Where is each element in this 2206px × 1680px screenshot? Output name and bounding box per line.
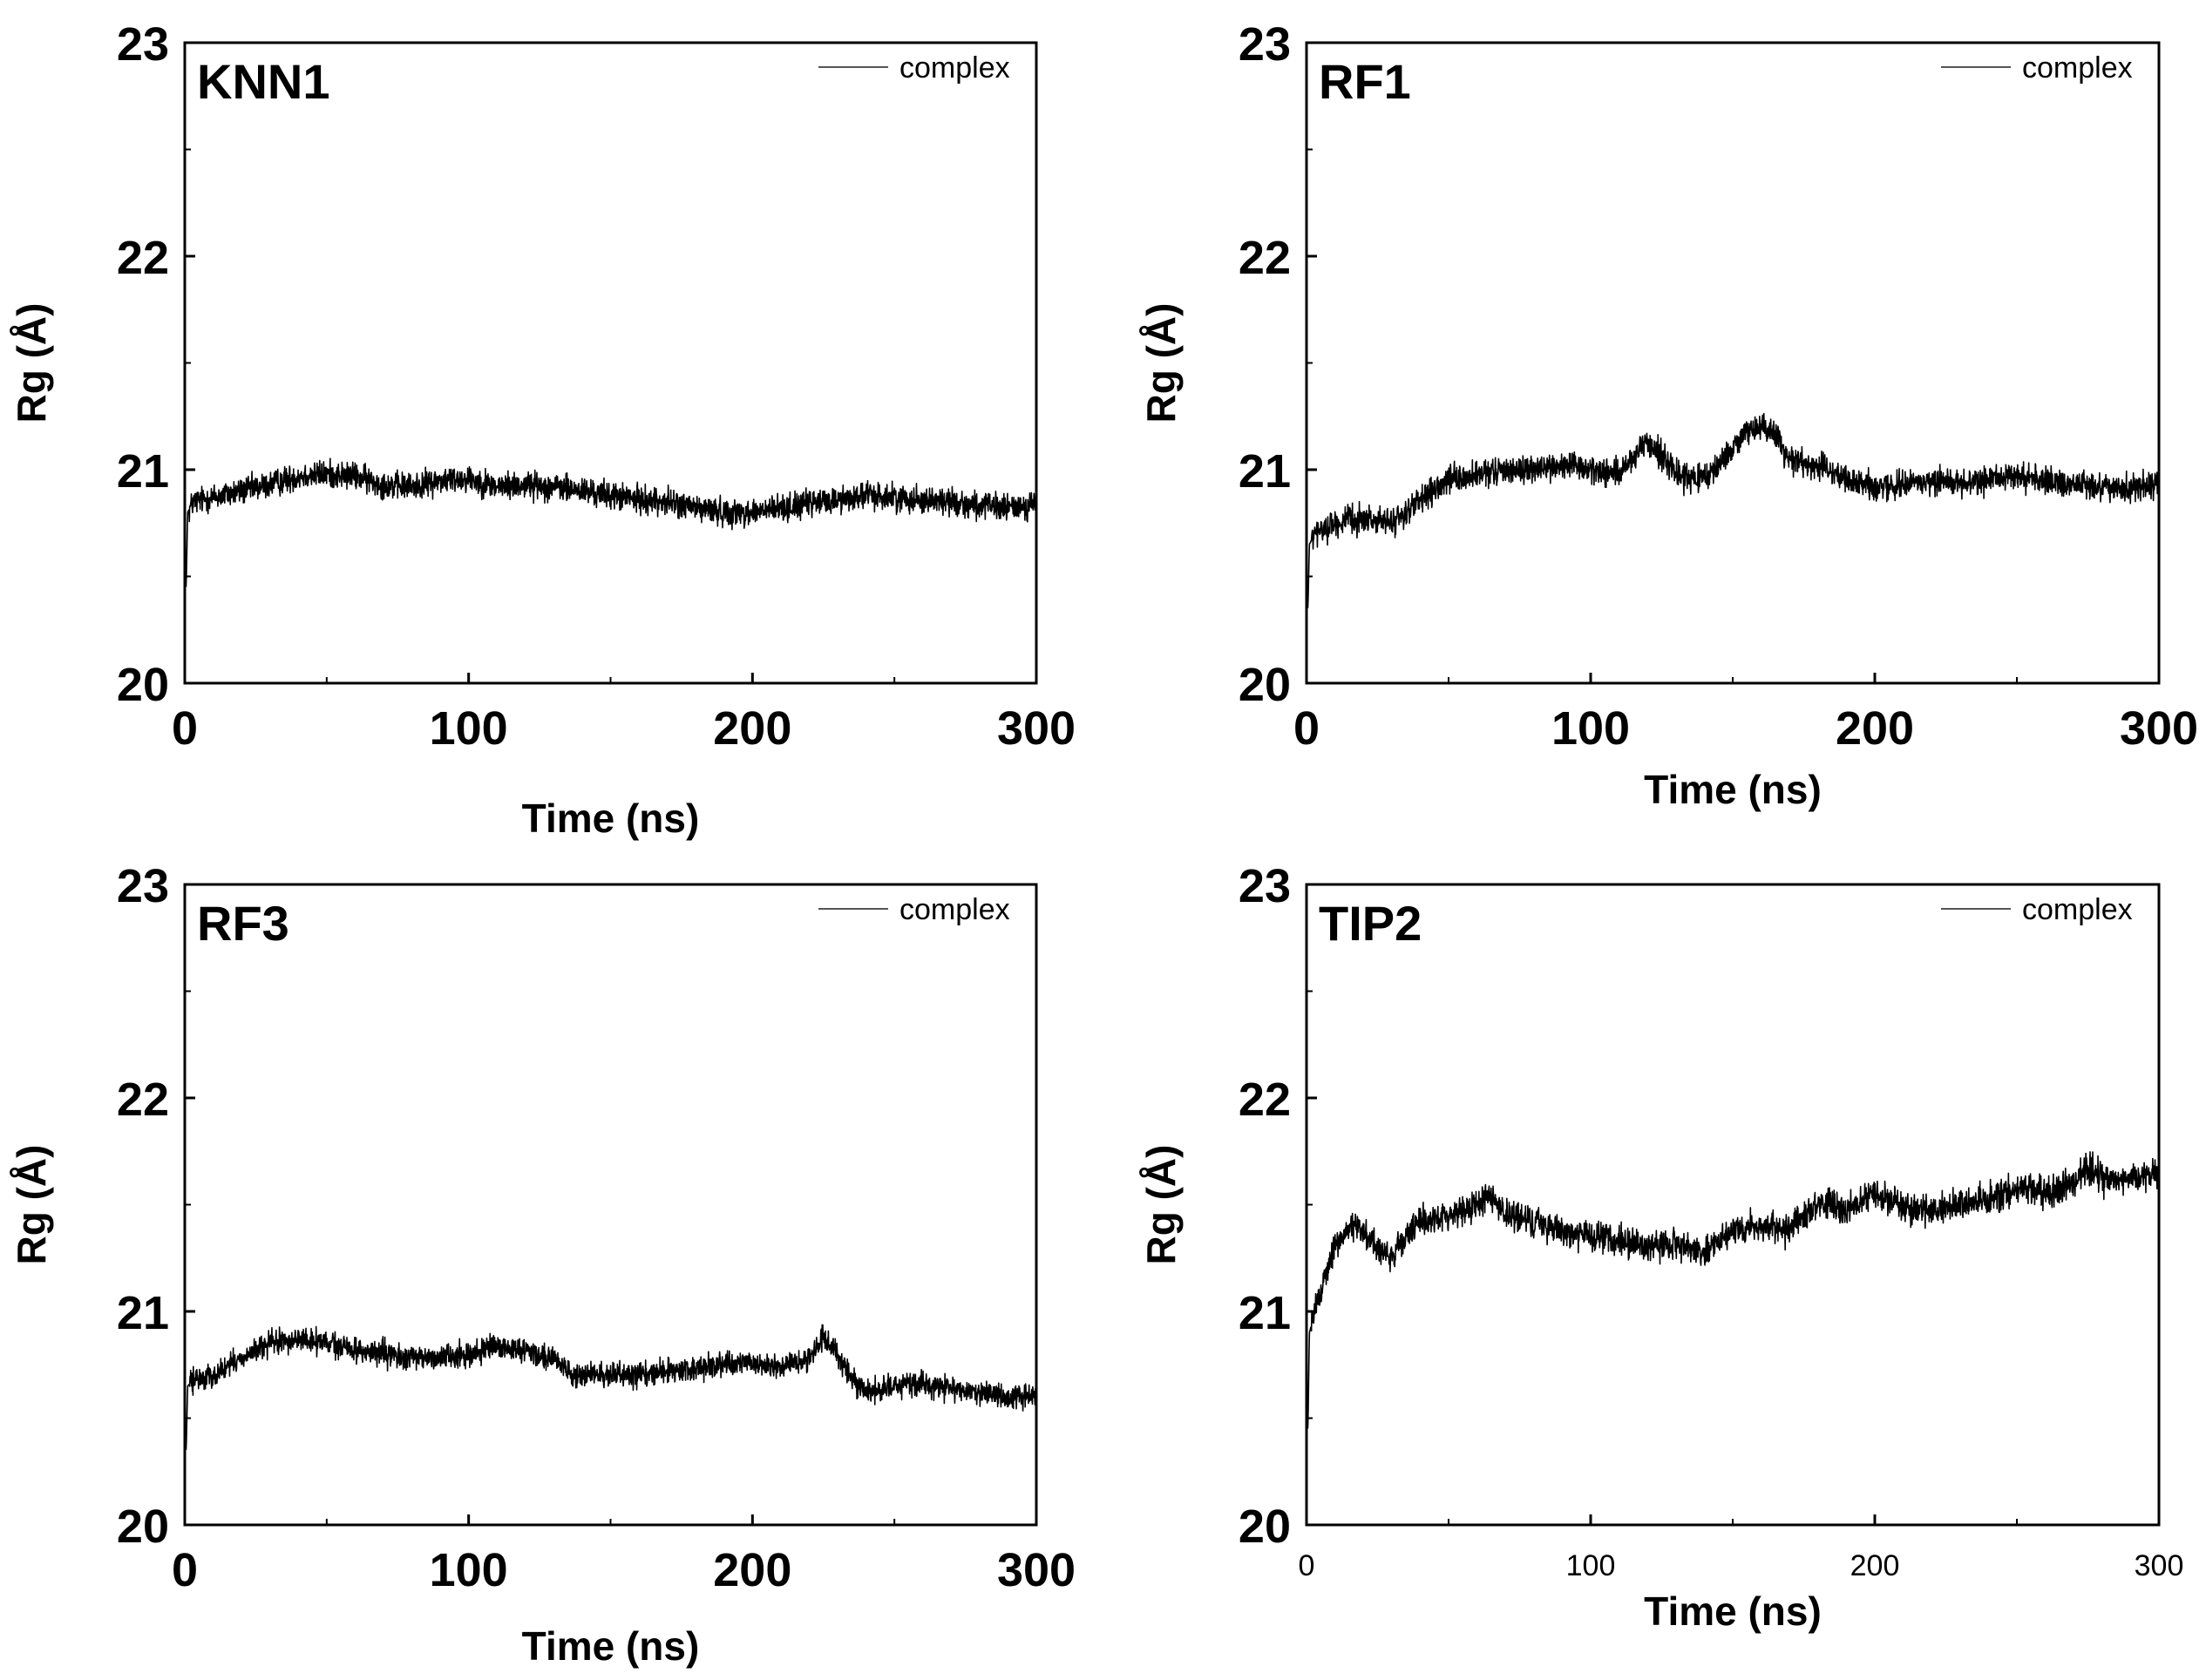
y-axis-title: Rg (Å)	[1138, 1145, 1184, 1265]
y-tick-label: 21	[117, 1287, 169, 1339]
panel-title: RF3	[197, 896, 289, 951]
panel-rf1: 0 100 200 300 20 21 22 23 RF1 complex Time (ns) Rg …	[1138, 18, 2198, 812]
panel-title: RF1	[1319, 54, 1411, 109]
x-axis-title: Time (ns)	[1644, 767, 1822, 812]
y-tick-label: 20	[117, 659, 169, 711]
x-tick-label: 0	[172, 702, 198, 755]
panel-tip2: 0 100 200 300 20 21 22 23 TIP2 complex Time (ns) Rg…	[1138, 860, 2183, 1634]
series-line-complex	[184, 1324, 1037, 1451]
legend-label: complex	[2022, 51, 2133, 85]
x-tick-label: 200	[713, 702, 791, 755]
y-tick-label: 20	[1239, 659, 1291, 711]
x-tick-label: 0	[1293, 702, 1320, 755]
y-axis-title: Rg (Å)	[9, 1145, 54, 1265]
x-tick-label: 200	[1836, 702, 1914, 755]
plot-frame	[1305, 883, 2161, 1527]
x-tick-label: 100	[430, 702, 508, 755]
y-tick-label: 22	[117, 232, 169, 284]
x-tick-label: 200	[713, 1544, 791, 1596]
x-tick-label: 300	[2135, 1549, 2184, 1582]
y-tick-label: 23	[117, 18, 169, 71]
plot-frame	[1305, 41, 2161, 685]
x-tick-label: 100	[1566, 1549, 1616, 1582]
legend-label: complex	[899, 51, 1010, 85]
series-line-complex	[184, 457, 1037, 587]
legend-label: complex	[2022, 893, 2133, 926]
x-tick-label: 200	[1850, 1549, 1900, 1582]
x-tick-label: 100	[1551, 702, 1630, 755]
y-tick-label: 23	[117, 860, 169, 912]
series-line-complex	[1306, 412, 2160, 609]
y-tick-label: 22	[117, 1074, 169, 1126]
y-tick-label: 23	[1239, 18, 1291, 71]
y-tick-label: 21	[1239, 445, 1291, 498]
panel-title: TIP2	[1319, 896, 1422, 951]
x-axis-title: Time (ns)	[522, 1623, 700, 1669]
y-tick-label: 20	[117, 1500, 169, 1553]
y-tick-label: 21	[1239, 1287, 1291, 1339]
panel-knn1: 0 100 200 300 20 21 22 23 KNN1 complex Time (ns) Rg…	[9, 18, 1076, 841]
x-tick-label: 100	[430, 1544, 508, 1596]
panel-title: KNN1	[197, 54, 329, 109]
x-tick-label: 300	[997, 702, 1076, 755]
y-tick-label: 23	[1239, 860, 1291, 912]
panel-rf3: 0 100 200 300 20 21 22 23 RF3 complex Time (ns) Rg …	[9, 860, 1076, 1669]
x-tick-label: 0	[1299, 1549, 1315, 1582]
y-tick-label: 21	[117, 445, 169, 498]
plot-frame	[183, 41, 1038, 685]
x-axis-title: Time (ns)	[1644, 1589, 1822, 1634]
y-tick-label: 22	[1239, 232, 1291, 284]
x-tick-label: 300	[2120, 702, 2198, 755]
y-tick-label: 22	[1239, 1074, 1291, 1126]
x-tick-label: 300	[997, 1544, 1076, 1596]
series-line-complex	[1306, 1151, 2160, 1429]
y-tick-label: 20	[1239, 1500, 1291, 1553]
x-axis-title: Time (ns)	[522, 796, 700, 841]
plot-frame	[183, 883, 1038, 1527]
y-axis-title: Rg (Å)	[1138, 303, 1184, 423]
y-axis-title: Rg (Å)	[9, 303, 54, 423]
x-tick-label: 0	[172, 1544, 198, 1596]
legend-label: complex	[899, 893, 1010, 926]
